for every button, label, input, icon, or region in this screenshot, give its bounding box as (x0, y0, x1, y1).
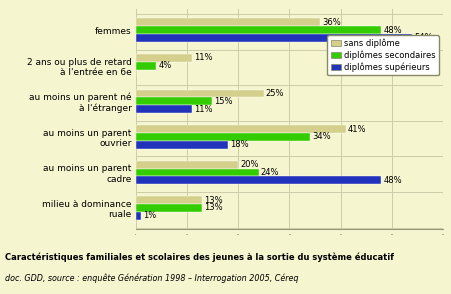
Bar (135, 19, 319, 26)
Bar (135, 105, 192, 113)
Text: 15%: 15% (214, 97, 232, 106)
Bar (135, 62, 156, 70)
Bar (135, 97, 212, 105)
Bar (135, 34, 411, 42)
Text: 48%: 48% (383, 26, 401, 35)
Bar (135, 125, 345, 133)
Bar (135, 90, 263, 97)
Bar (135, 141, 227, 148)
Bar (135, 26, 381, 34)
Legend: sans diplôme, diplômes secondaires, diplômes supérieurs: sans diplôme, diplômes secondaires, dipl… (327, 35, 438, 75)
Text: Caractéristiques familiales et scolaires des jeunes à la sortie du système éduca: Caractéristiques familiales et scolaires… (5, 253, 393, 262)
Bar (135, 54, 192, 62)
Text: 11%: 11% (193, 105, 212, 113)
Text: doc. GDD, source : enquête Génération 1998 – Interrogation 2005, Céreq: doc. GDD, source : enquête Génération 19… (5, 273, 297, 283)
Text: 54%: 54% (414, 34, 432, 42)
Text: 18%: 18% (230, 140, 248, 149)
Text: 48%: 48% (383, 176, 401, 185)
Bar (135, 161, 238, 168)
Text: 36%: 36% (322, 18, 340, 27)
Bar (135, 212, 140, 220)
Text: 13%: 13% (204, 203, 222, 213)
Bar (135, 176, 381, 184)
Text: 1%: 1% (143, 211, 156, 220)
Text: 41%: 41% (347, 125, 365, 133)
Text: 34%: 34% (311, 132, 330, 141)
Bar (135, 196, 202, 204)
Text: 13%: 13% (204, 196, 222, 205)
Text: 4%: 4% (158, 61, 171, 70)
Text: 11%: 11% (193, 54, 212, 62)
Text: 20%: 20% (239, 160, 258, 169)
Bar (135, 168, 258, 176)
Bar (135, 204, 202, 212)
Text: 24%: 24% (260, 168, 278, 177)
Bar (135, 133, 309, 141)
Text: 25%: 25% (265, 89, 284, 98)
